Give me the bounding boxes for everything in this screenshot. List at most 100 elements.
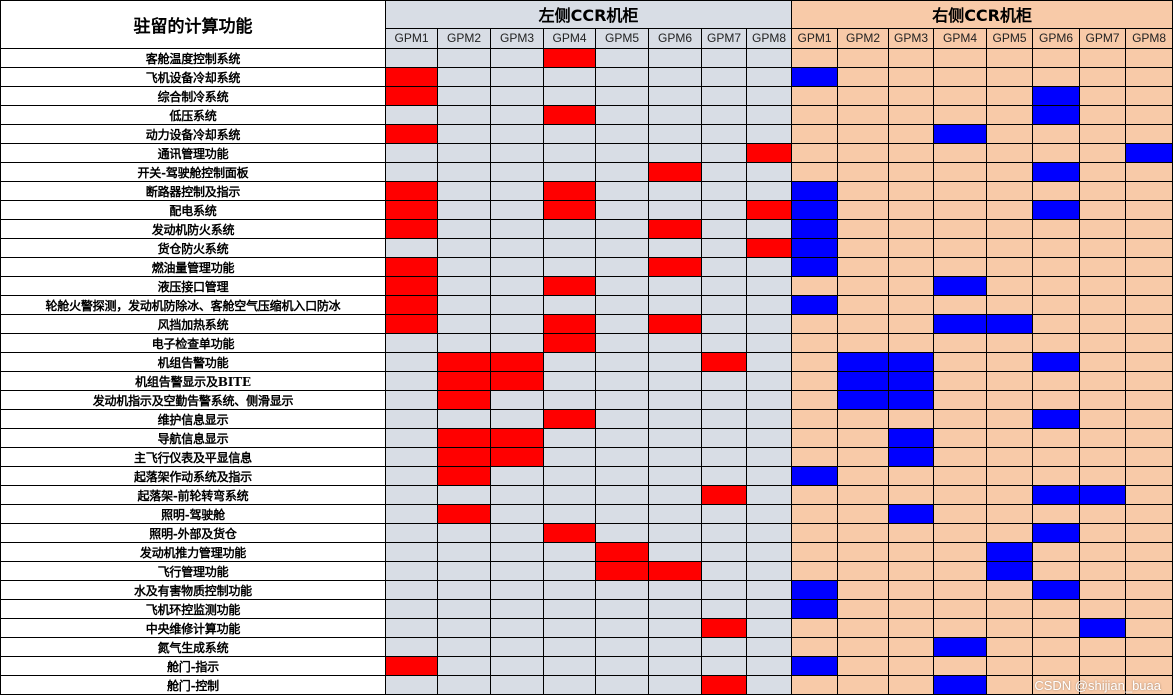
left-gpm3-cell-allocated — [490, 352, 544, 372]
left-gpm6-cell — [648, 504, 702, 524]
left-gpm8-cell — [745, 371, 793, 391]
left-gpm3-cell — [490, 257, 544, 277]
left-gpm2-cell — [437, 314, 491, 334]
right-gpm2-cell — [837, 428, 890, 448]
right-gpm4-cell — [933, 295, 988, 315]
left-gpm3-cell-allocated — [490, 447, 544, 467]
right-gpm7-cell — [1079, 447, 1127, 467]
left-gpm3-cell — [490, 409, 544, 429]
left-gpm1-cell — [385, 105, 438, 125]
right-gpm7-cell — [1079, 409, 1127, 429]
right-gpm1-cell-allocated — [791, 219, 839, 239]
right-gpm6-cell — [1032, 181, 1081, 201]
left-gpm5-cell — [595, 67, 649, 87]
table-row: 开关-驾驶舱控制面板 — [0, 162, 1173, 182]
left-gpm2-cell — [437, 485, 491, 505]
left-gpm7-cell — [701, 523, 747, 543]
table-row: 断路器控制及指示 — [0, 181, 1173, 201]
left-gpm8-cell — [745, 523, 793, 543]
left-gpm2-cell-allocated — [437, 352, 491, 372]
right-gpm1-cell — [791, 352, 839, 372]
right-gpm4-header: GPM4 — [933, 27, 988, 50]
table-row: 动力设备冷却系统 — [0, 124, 1173, 144]
right-gpm4-cell — [933, 200, 988, 220]
right-gpm8-cell — [1125, 542, 1173, 562]
right-gpm1-cell — [791, 409, 839, 429]
function-label: 燃油量管理功能 — [0, 257, 386, 277]
left-gpm1-cell — [385, 447, 438, 467]
right-gpm1-cell-allocated — [791, 466, 839, 486]
right-gpm4-cell — [933, 656, 988, 676]
table-row: 综合制冷系统 — [0, 86, 1173, 106]
left-gpm4-cell — [543, 485, 596, 505]
right-gpm8-cell — [1125, 485, 1173, 505]
left-gpm1-cell — [385, 504, 438, 524]
right-gpm5-cell — [986, 618, 1034, 638]
left-gpm5-cell — [595, 675, 649, 695]
left-gpm8-cell — [745, 580, 793, 600]
left-gpm2-cell — [437, 257, 491, 277]
left-gpm5-cell — [595, 181, 649, 201]
right-gpm5-cell — [986, 523, 1034, 543]
left-gpm4-cell-allocated — [543, 409, 596, 429]
right-gpm4-cell — [933, 618, 988, 638]
table-row: 照明-驾驶舱 — [0, 504, 1173, 524]
left-gpm4-cell — [543, 466, 596, 486]
left-gpm7-cell — [701, 637, 747, 657]
right-gpm3-cell — [888, 485, 935, 505]
left-gpm3-cell — [490, 276, 544, 296]
left-gpm8-cell — [745, 504, 793, 524]
left-gpm8-cell — [745, 352, 793, 372]
right-gpm3-cell — [888, 276, 935, 296]
right-gpm4-cell — [933, 580, 988, 600]
right-gpm4-cell — [933, 371, 988, 391]
left-gpm2-cell — [437, 561, 491, 581]
left-gpm1-cell — [385, 466, 438, 486]
right-gpm3-cell — [888, 580, 935, 600]
table-row: 通讯管理功能 — [0, 143, 1173, 163]
function-label: 维护信息显示 — [0, 409, 386, 429]
function-rows: 客舱温度控制系统 飞机设备冷却系统 综合制冷系统 低压系统 动力设备冷却系统 通讯管理功能… — [0, 48, 1173, 695]
left-gpm7-cell — [701, 580, 747, 600]
left-gpm2-cell — [437, 162, 491, 182]
left-gpm3-cell — [490, 67, 544, 87]
right-gpm2-cell — [837, 409, 890, 429]
left-gpm8-cell — [745, 447, 793, 467]
function-label: 开关-驾驶舱控制面板 — [0, 162, 386, 182]
left-gpm1-cell — [385, 542, 438, 562]
left-gpm4-cell-allocated — [543, 181, 596, 201]
left-gpm5-cell — [595, 352, 649, 372]
right-gpm3-cell — [888, 162, 935, 182]
right-gpm5-cell — [986, 428, 1034, 448]
left-gpm8-cell — [745, 637, 793, 657]
left-gpm3-cell — [490, 200, 544, 220]
right-gpm2-cell — [837, 124, 890, 144]
right-gpm7-cell — [1079, 637, 1127, 657]
right-gpm3-header: GPM3 — [888, 27, 935, 50]
left-gpm5-cell — [595, 162, 649, 182]
right-gpm4-cell — [933, 143, 988, 163]
right-gpm5-cell-allocated — [986, 314, 1034, 334]
right-gpm2-cell — [837, 276, 890, 296]
right-gpm7-cell — [1079, 599, 1127, 619]
left-gpm2-cell — [437, 333, 491, 353]
right-gpm2-cell — [837, 219, 890, 239]
right-gpm3-cell — [888, 295, 935, 315]
right-gpm6-cell — [1032, 219, 1081, 239]
function-label: 发动机指示及空勤告警系统、侧滑显示 — [0, 390, 386, 410]
left-gpm1-cell-allocated — [385, 276, 438, 296]
left-gpm5-cell — [595, 447, 649, 467]
function-label: 导航信息显示 — [0, 428, 386, 448]
right-gpm7-cell — [1079, 428, 1127, 448]
left-gpm8-cell — [745, 105, 793, 125]
left-gpm1-cell-allocated — [385, 200, 438, 220]
function-label: 照明-外部及货仓 — [0, 523, 386, 543]
right-gpm4-cell — [933, 390, 988, 410]
right-gpm7-cell — [1079, 314, 1127, 334]
right-gpm8-cell — [1125, 409, 1173, 429]
left-gpm6-cell — [648, 67, 702, 87]
left-gpm8-cell — [745, 48, 793, 68]
right-gpm2-cell-allocated — [837, 352, 890, 372]
right-gpm8-cell — [1125, 371, 1173, 391]
